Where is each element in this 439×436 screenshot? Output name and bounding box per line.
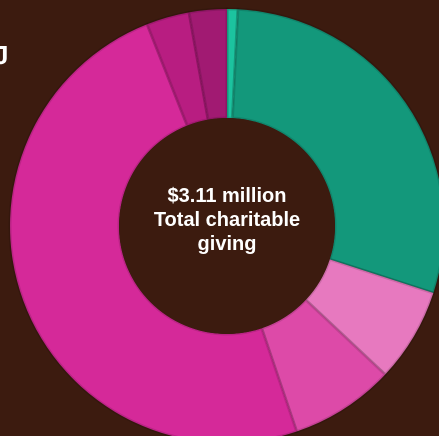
donut-center-label: $3.11 million Total charitable giving (127, 184, 327, 256)
cropped-heading-glyph: J (0, 40, 9, 70)
total-giving-amount: $3.11 million (167, 185, 287, 207)
donut-hole (119, 118, 335, 334)
total-giving-caption: Total charitable giving (153, 209, 301, 255)
